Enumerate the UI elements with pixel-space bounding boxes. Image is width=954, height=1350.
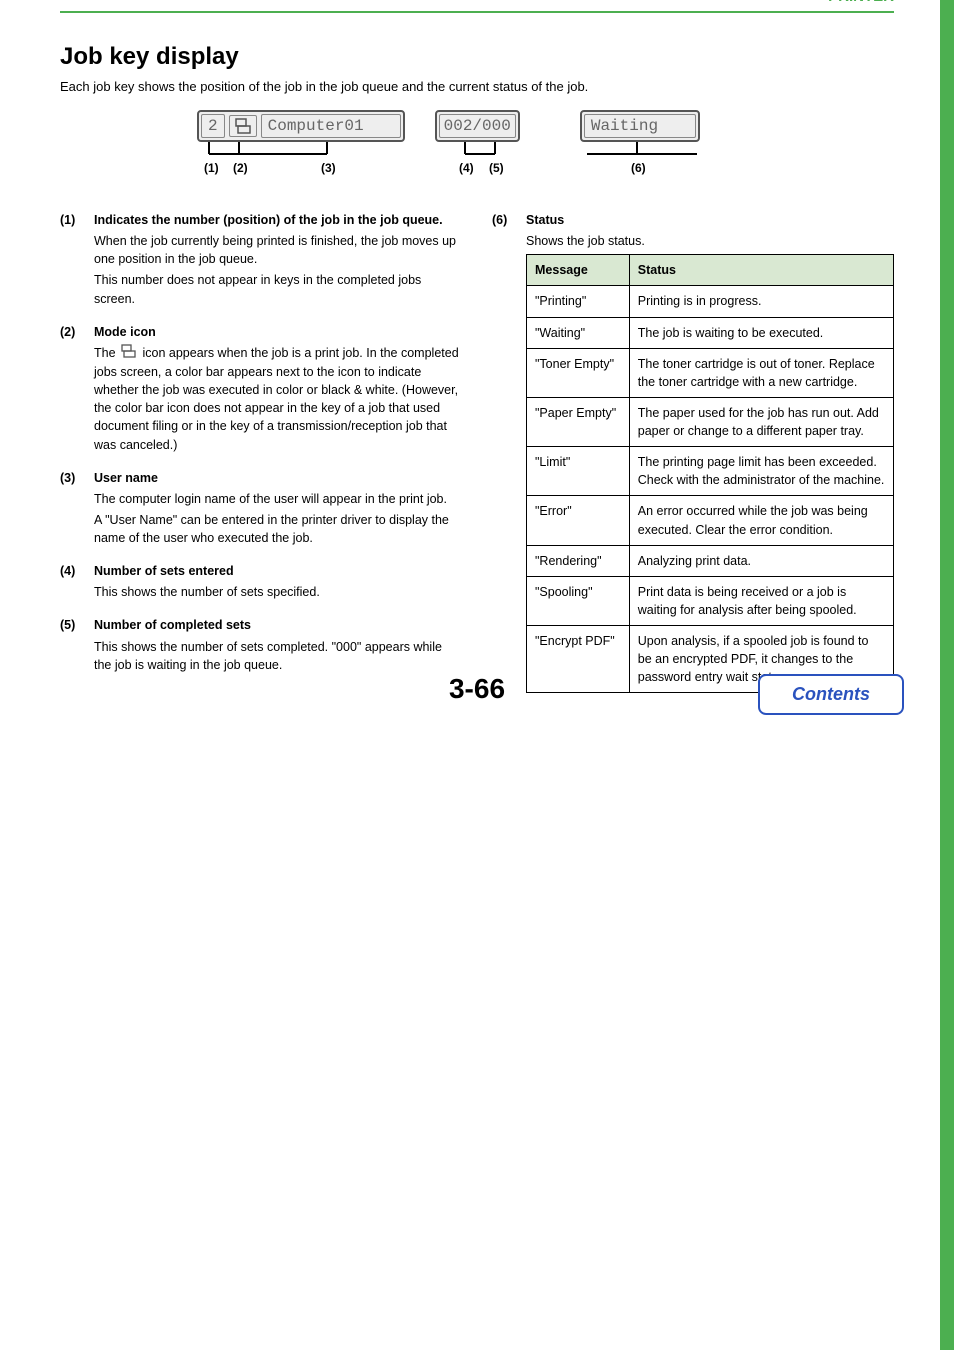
cell-message: "Waiting" bbox=[527, 317, 630, 348]
diagram-sets-entered: 002 bbox=[444, 117, 473, 135]
diagram-user: Computer01 bbox=[261, 114, 401, 138]
page-title: Job key display bbox=[60, 43, 894, 71]
section-header: PRINTER bbox=[60, 0, 894, 11]
cell-message: "Toner Empty" bbox=[527, 348, 630, 397]
cell-status: The paper used for the job has run out. … bbox=[629, 397, 893, 446]
item-num: (6) bbox=[492, 211, 526, 693]
printer-icon bbox=[234, 118, 252, 134]
item-5: (5) Number of completed sets This shows … bbox=[60, 616, 462, 676]
item-1: (1) Indicates the number (position) of t… bbox=[60, 211, 462, 311]
item-title: Status bbox=[526, 211, 894, 229]
cell-status: Analyzing print data. bbox=[629, 545, 893, 576]
slash: / bbox=[472, 117, 482, 135]
cell-message: "Error" bbox=[527, 496, 630, 545]
header-rule bbox=[60, 11, 894, 13]
cell-message: "Paper Empty" bbox=[527, 397, 630, 446]
table-row: "Waiting"The job is waiting to be execut… bbox=[527, 317, 894, 348]
item-text: When the job currently being printed is … bbox=[94, 232, 462, 268]
left-column: (1) Indicates the number (position) of t… bbox=[60, 211, 462, 705]
item-text: This shows the number of sets completed.… bbox=[94, 638, 462, 674]
cell-message: "Rendering" bbox=[527, 545, 630, 576]
label-3: (3) bbox=[321, 161, 336, 175]
diagram-sets-completed: 000 bbox=[482, 117, 511, 135]
item-num: (2) bbox=[60, 323, 94, 457]
table-header-row: Message Status bbox=[527, 255, 894, 286]
item-6: (6) Status Shows the job status. Message… bbox=[492, 211, 894, 693]
table-row: "Spooling"Print data is being received o… bbox=[527, 576, 894, 625]
cell-status: An error occurred while the job was bein… bbox=[629, 496, 893, 545]
diagram-mode-icon-box bbox=[229, 115, 257, 137]
table-row: "Limit"The printing page limit has been … bbox=[527, 447, 894, 496]
label-2: (2) bbox=[233, 161, 248, 175]
cell-status: The toner cartridge is out of toner. Rep… bbox=[629, 348, 893, 397]
item-text: The icon appears when the job is a print… bbox=[94, 344, 462, 454]
table-row: "Toner Empty"The toner cartridge is out … bbox=[527, 348, 894, 397]
contents-button[interactable]: Contents bbox=[758, 674, 904, 715]
item-title: Indicates the number (position) of the j… bbox=[94, 211, 462, 229]
callout-lines: (1) (2) (3) (4) (5) (6) bbox=[197, 142, 757, 176]
diagram-status: Waiting bbox=[584, 114, 696, 138]
diagram-position: 2 bbox=[201, 114, 225, 138]
item-text: This shows the number of sets specified. bbox=[94, 583, 462, 601]
cell-message: "Limit" bbox=[527, 447, 630, 496]
intro-text: Each job key shows the position of the j… bbox=[60, 79, 894, 94]
item-num: (1) bbox=[60, 211, 94, 311]
status-table: Message Status "Printing"Printing is in … bbox=[526, 254, 894, 693]
item-text: The computer login name of the user will… bbox=[94, 490, 462, 508]
item-text: A "User Name" can be entered in the prin… bbox=[94, 511, 462, 547]
item-title: Number of completed sets bbox=[94, 616, 462, 634]
item-num: (5) bbox=[60, 616, 94, 676]
th-status: Status bbox=[629, 255, 893, 286]
item-title: Mode icon bbox=[94, 323, 462, 341]
table-row: "Paper Empty"The paper used for the job … bbox=[527, 397, 894, 446]
cell-status: Print data is being received or a job is… bbox=[629, 576, 893, 625]
item-num: (4) bbox=[60, 562, 94, 604]
jobkey-diagram: 2 Computer01 002/000 bbox=[60, 110, 894, 181]
label-6: (6) bbox=[631, 161, 646, 175]
table-row: "Rendering"Analyzing print data. bbox=[527, 545, 894, 576]
right-column: (6) Status Shows the job status. Message… bbox=[492, 211, 894, 705]
cell-status: The printing page limit has been exceede… bbox=[629, 447, 893, 496]
item-3: (3) User name The computer login name of… bbox=[60, 469, 462, 551]
cell-message: "Printing" bbox=[527, 286, 630, 317]
label-5: (5) bbox=[489, 161, 504, 175]
label-1: (1) bbox=[204, 161, 219, 175]
label-4: (4) bbox=[459, 161, 474, 175]
item-num: (3) bbox=[60, 469, 94, 551]
item-text: This number does not appear in keys in t… bbox=[94, 271, 462, 307]
table-row: "Error"An error occurred while the job w… bbox=[527, 496, 894, 545]
th-message: Message bbox=[527, 255, 630, 286]
item-title: User name bbox=[94, 469, 462, 487]
cell-status: Printing is in progress. bbox=[629, 286, 893, 317]
page-content: PRINTER Job key display Each job key sho… bbox=[0, 0, 954, 745]
two-columns: (1) Indicates the number (position) of t… bbox=[60, 211, 894, 705]
cell-status: The job is waiting to be executed. bbox=[629, 317, 893, 348]
item-4: (4) Number of sets entered This shows th… bbox=[60, 562, 462, 604]
item-title: Number of sets entered bbox=[94, 562, 462, 580]
table-row: "Printing"Printing is in progress. bbox=[527, 286, 894, 317]
item-text: Shows the job status. bbox=[526, 232, 894, 250]
cell-message: "Spooling" bbox=[527, 576, 630, 625]
printer-icon bbox=[121, 344, 137, 363]
item-2: (2) Mode icon The icon appears when the … bbox=[60, 323, 462, 457]
